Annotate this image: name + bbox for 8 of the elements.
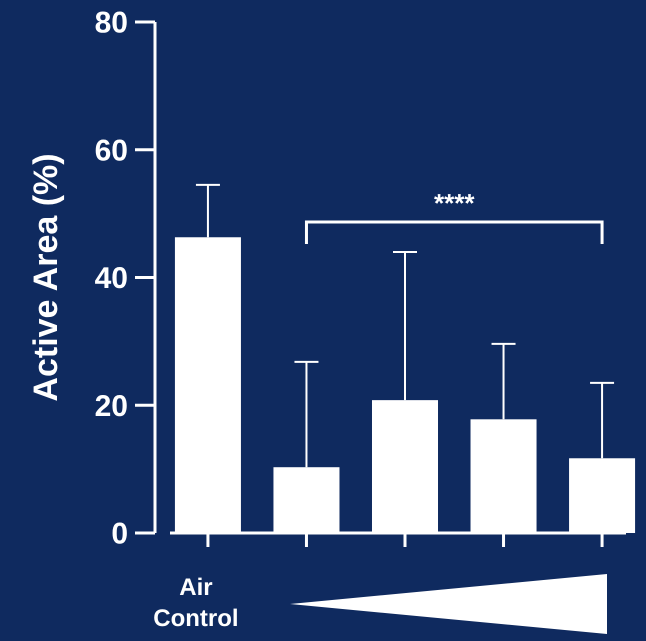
y-tick-label: 20 bbox=[94, 390, 128, 423]
y-tick-label: 40 bbox=[94, 262, 128, 295]
annotation: **** bbox=[434, 188, 476, 218]
y-tick-label: 0 bbox=[111, 518, 128, 550]
y-tick-label: 60 bbox=[94, 134, 128, 168]
x-tick-label: Air Control bbox=[153, 574, 239, 632]
y-tick-label: 80 bbox=[94, 6, 128, 40]
y-axis-title: Active Area (%) bbox=[27, 153, 65, 402]
